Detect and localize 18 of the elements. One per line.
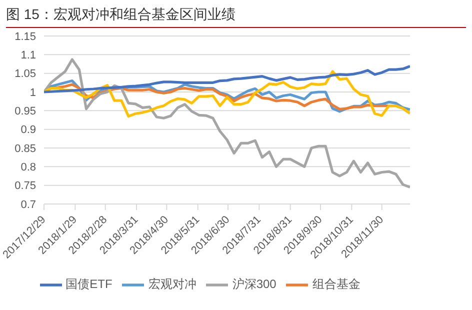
- line-series: [44, 64, 410, 94]
- chart-title: 图 15：宏观对冲和组合基金区间业绩: [6, 6, 466, 28]
- y-tick-label: 0.85: [14, 142, 36, 155]
- legend-label: 国债ETF: [66, 277, 112, 292]
- y-tick-label: 1.05: [14, 68, 36, 80]
- y-tick-label: 0.95: [14, 106, 36, 118]
- legend-label: 宏观对冲: [148, 277, 196, 292]
- legend-label: 沪深300: [232, 277, 276, 292]
- y-tick-label: 0.7: [20, 198, 36, 211]
- line-series: [44, 58, 410, 188]
- y-tick-label: 0.9: [20, 124, 36, 136]
- y-tick-label: 0.8: [20, 162, 36, 174]
- y-tick-label: 1.1: [20, 50, 36, 62]
- y-tick-label: 0.75: [14, 180, 36, 192]
- line-series: [44, 70, 410, 118]
- y-tick-label: 1: [30, 86, 36, 99]
- y-tick-label: 1.15: [14, 30, 36, 43]
- legend-label: 组合基金: [312, 277, 360, 292]
